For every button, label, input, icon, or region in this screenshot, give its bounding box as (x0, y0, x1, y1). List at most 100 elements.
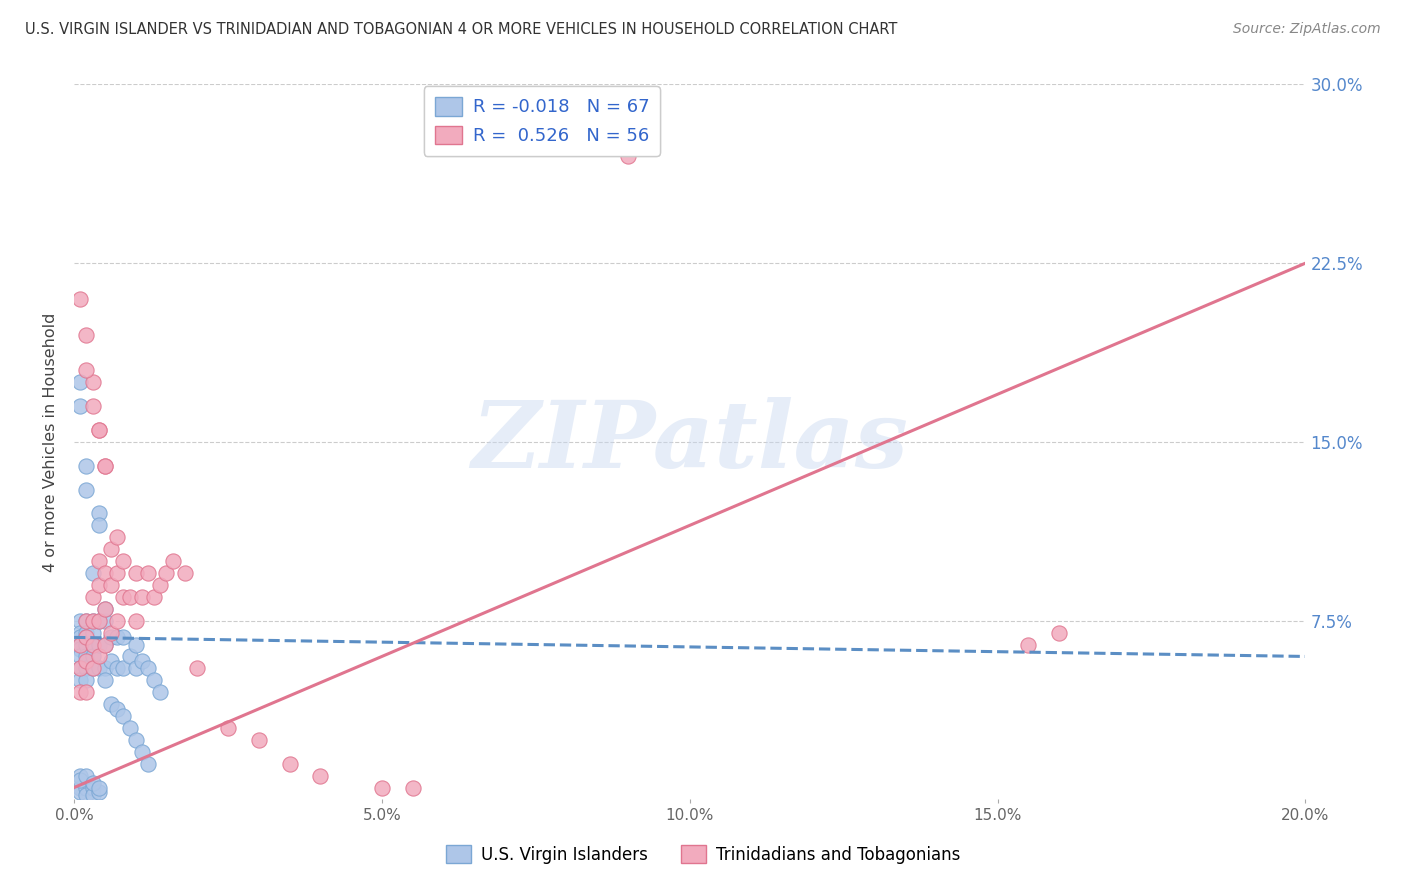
Point (69, 638, 91, 652)
Point (124, 638, 146, 652)
Point (105, 702, 128, 716)
Point (94, 458, 117, 473)
Point (371, 780, 394, 795)
Point (94, 661, 117, 675)
Point (100, 542, 122, 557)
Point (124, 614, 146, 628)
Point (94, 673, 117, 688)
Legend: R = -0.018   N = 67, R =  0.526   N = 56: R = -0.018 N = 67, R = 0.526 N = 56 (423, 87, 659, 156)
Point (75, 661, 97, 675)
Point (100, 625, 122, 640)
Point (118, 649, 141, 664)
Point (87, 614, 110, 628)
Point (87, 638, 110, 652)
Point (69, 780, 91, 795)
Point (82, 649, 104, 664)
Point (82, 788, 104, 802)
Point (105, 614, 128, 628)
Point (75, 788, 97, 802)
Point (155, 566, 177, 580)
Point (82, 399, 104, 413)
Point (87, 649, 110, 664)
Point (131, 590, 153, 604)
Point (149, 578, 172, 592)
Point (112, 631, 135, 645)
Point (69, 625, 91, 640)
Point (82, 776, 104, 790)
Point (75, 654, 97, 668)
Text: Source: ZipAtlas.com: Source: ZipAtlas.com (1233, 22, 1381, 37)
Point (75, 625, 97, 640)
Point (217, 721, 239, 735)
Point (309, 769, 332, 783)
Point (136, 756, 159, 771)
Point (402, 780, 425, 795)
Point (69, 376, 91, 390)
Point (94, 601, 117, 615)
Point (69, 773, 91, 788)
Point (105, 530, 128, 544)
Point (143, 590, 166, 604)
Point (75, 631, 97, 645)
Point (118, 590, 141, 604)
Point (69, 785, 91, 799)
Point (82, 661, 104, 675)
Text: U.S. VIRGIN ISLANDER VS TRINIDADIAN AND TOBAGONIAN 4 OR MORE VEHICLES IN HOUSEHO: U.S. VIRGIN ISLANDER VS TRINIDADIAN AND … (25, 22, 897, 37)
Point (69, 292, 91, 306)
Point (131, 745, 153, 759)
Point (617, 149, 640, 163)
Point (112, 661, 135, 675)
Point (75, 649, 97, 664)
Point (100, 578, 122, 592)
Point (1047, 625, 1070, 640)
Point (94, 601, 117, 615)
Point (69, 673, 91, 688)
Point (94, 566, 117, 580)
Point (100, 631, 122, 645)
Point (82, 780, 104, 795)
Point (75, 638, 97, 652)
Point (105, 566, 128, 580)
Point (87, 518, 110, 533)
Point (69, 642, 91, 657)
Point (100, 654, 122, 668)
Point (69, 631, 91, 645)
Point (94, 638, 117, 652)
Point (186, 661, 208, 675)
Point (112, 709, 135, 723)
Point (75, 363, 97, 377)
Point (87, 507, 110, 521)
Point (82, 590, 104, 604)
Point (82, 376, 104, 390)
Point (131, 654, 153, 668)
Point (105, 661, 128, 675)
Text: ZIPatlas: ZIPatlas (471, 397, 908, 487)
Point (112, 554, 135, 568)
Point (87, 554, 110, 568)
Point (75, 769, 97, 783)
Point (75, 614, 97, 628)
Point (75, 327, 97, 342)
Y-axis label: 4 or more Vehicles in Household: 4 or more Vehicles in Household (44, 312, 58, 572)
Point (105, 631, 128, 645)
Point (586, 101, 609, 115)
Point (82, 638, 104, 652)
Point (82, 614, 104, 628)
Point (87, 423, 110, 437)
Point (87, 614, 110, 628)
Point (75, 483, 97, 497)
Point (87, 661, 110, 675)
Point (69, 685, 91, 699)
Point (136, 661, 159, 675)
Point (94, 638, 117, 652)
Point (82, 625, 104, 640)
Point (124, 661, 146, 675)
Point (75, 685, 97, 699)
Point (94, 458, 117, 473)
Point (82, 566, 104, 580)
Point (69, 769, 91, 783)
Point (124, 732, 146, 747)
Point (143, 673, 166, 688)
Point (136, 566, 159, 580)
Point (94, 614, 117, 628)
